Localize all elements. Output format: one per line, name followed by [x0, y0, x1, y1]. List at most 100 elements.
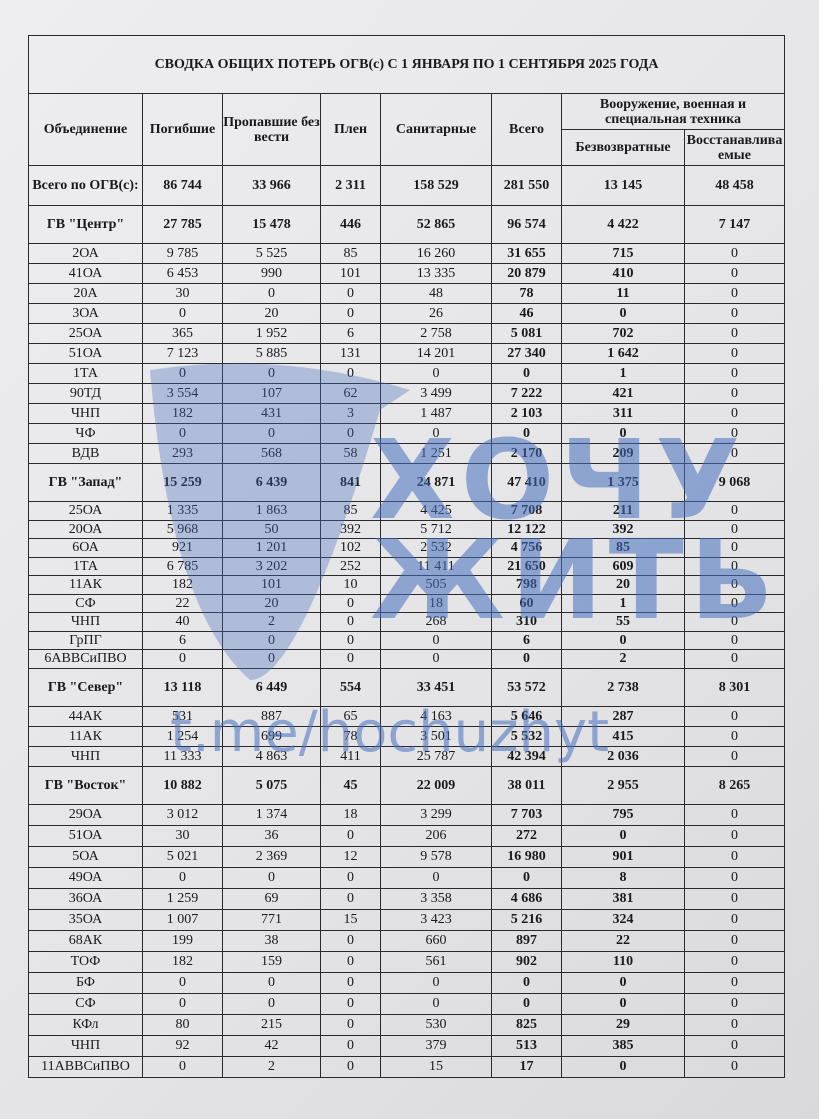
cell-missing: 0: [222, 363, 321, 384]
cell-missing: 990: [222, 263, 321, 284]
cell-killed: 3 012: [142, 803, 223, 826]
table-row: 20А 30 0 0 48 78 11 0: [28, 283, 786, 304]
cell-captured: 78: [320, 725, 381, 747]
cell-total: 5 081: [491, 323, 562, 344]
cell-irrecoverable: 211: [561, 501, 685, 521]
row-label: ВДВ: [28, 443, 143, 464]
cell-captured: 0: [320, 992, 381, 1015]
cell-killed: 6 453: [142, 263, 223, 284]
cell-missing: 159: [222, 950, 321, 973]
cell-recoverable: 0: [683, 403, 786, 424]
cell-killed: 0: [142, 1055, 223, 1078]
cell-irrecoverable: 385: [561, 1034, 685, 1057]
cell-total: 0: [491, 866, 562, 889]
cell-recoverable: 48 458: [683, 165, 786, 206]
cell-captured: 0: [320, 971, 381, 994]
cell-irrecoverable: 410: [561, 263, 685, 284]
cell-irrecoverable: 287: [561, 705, 685, 727]
cell-sanitary: 9 578: [380, 845, 492, 868]
row-label: 1ТА: [28, 556, 143, 576]
table-row: 5ОА 5 021 2 369 12 9 578 16 980 901 0: [28, 845, 786, 868]
cell-captured: 0: [320, 866, 381, 889]
cell-sanitary: 3 499: [380, 383, 492, 404]
cell-recoverable: 0: [683, 971, 786, 994]
cell-irrecoverable: 795: [561, 803, 685, 826]
cell-recoverable: 0: [683, 705, 786, 727]
cell-captured: 18: [320, 803, 381, 826]
cell-killed: 182: [142, 575, 223, 595]
table-row: 6ОА 921 1 201 102 2 532 4 756 85 0: [28, 538, 786, 558]
cell-captured: 62: [320, 383, 381, 404]
table-row: 6АВВСиПВО 0 0 0 0 0 2 0: [28, 649, 786, 669]
cell-recoverable: 0: [683, 443, 786, 464]
cell-recoverable: 0: [683, 556, 786, 576]
cell-irrecoverable: 0: [561, 423, 685, 444]
cell-killed: 15 259: [142, 463, 223, 502]
cell-missing: 5 075: [222, 765, 321, 805]
cell-captured: 0: [320, 630, 381, 650]
table-row: 25ОА 365 1 952 6 2 758 5 081 702 0: [28, 323, 786, 344]
row-label: ГВ "Запад": [28, 463, 143, 502]
cell-sanitary: 1 487: [380, 403, 492, 424]
cell-killed: 86 744: [142, 165, 223, 206]
cell-killed: 6 785: [142, 556, 223, 576]
cell-sanitary: 11 411: [380, 556, 492, 576]
cell-killed: 1 007: [142, 908, 223, 931]
table-row: БФ 0 0 0 0 0 0 0: [28, 971, 786, 994]
cell-sanitary: 16 260: [380, 243, 492, 264]
row-label: ЧНП: [28, 612, 143, 632]
cell-sanitary: 0: [380, 992, 492, 1015]
row-label: ЧФ: [28, 423, 143, 444]
cell-recoverable: 0: [683, 283, 786, 304]
row-label: 5ОА: [28, 845, 143, 868]
row-label: 3ОА: [28, 303, 143, 324]
cell-killed: 3 554: [142, 383, 223, 404]
cell-irrecoverable: 415: [561, 725, 685, 747]
cell-missing: 3 202: [222, 556, 321, 576]
cell-irrecoverable: 2 738: [561, 667, 685, 707]
cell-total: 96 574: [491, 205, 562, 244]
cell-recoverable: 0: [683, 1055, 786, 1078]
cell-missing: 699: [222, 725, 321, 747]
total-row: Всего по ОГВ(с): 86 744 33 966 2 311 158 529…: [28, 165, 786, 206]
cell-killed: 0: [142, 423, 223, 444]
cell-recoverable: 0: [683, 992, 786, 1015]
cell-killed: 30: [142, 824, 223, 847]
cell-sanitary: 52 865: [380, 205, 492, 244]
cell-total: 27 340: [491, 343, 562, 364]
cell-captured: 0: [320, 612, 381, 632]
row-label: 29ОА: [28, 803, 143, 826]
cell-sanitary: 158 529: [380, 165, 492, 206]
header-unit: Объединение: [28, 93, 143, 166]
cell-recoverable: 9 068: [683, 463, 786, 502]
cell-total: 20 879: [491, 263, 562, 284]
cell-captured: 0: [320, 649, 381, 669]
cell-missing: 2: [222, 1055, 321, 1078]
cell-killed: 1 335: [142, 501, 223, 521]
cell-captured: 0: [320, 887, 381, 910]
table-row: 11АК 182 101 10 505 798 20 0: [28, 575, 786, 595]
cell-missing: 6 449: [222, 667, 321, 707]
cell-sanitary: 25 787: [380, 745, 492, 767]
row-label: ЧНП: [28, 403, 143, 424]
cell-captured: 0: [320, 1034, 381, 1057]
cell-recoverable: 0: [683, 501, 786, 521]
cell-missing: 0: [222, 866, 321, 889]
cell-irrecoverable: 392: [561, 519, 685, 539]
cell-captured: 65: [320, 705, 381, 727]
cell-recoverable: 0: [683, 303, 786, 324]
cell-irrecoverable: 1: [561, 593, 685, 613]
cell-irrecoverable: 2 955: [561, 765, 685, 805]
cell-irrecoverable: 13 145: [561, 165, 685, 206]
cell-recoverable: 0: [683, 538, 786, 558]
row-label: 44АК: [28, 705, 143, 727]
cell-sanitary: 561: [380, 950, 492, 973]
cell-sanitary: 268: [380, 612, 492, 632]
cell-missing: 1 201: [222, 538, 321, 558]
table-row: ЧНП 92 42 0 379 513 385 0: [28, 1034, 786, 1057]
cell-captured: 45: [320, 765, 381, 805]
header-irrecoverable: Безвозвратные: [561, 129, 685, 166]
cell-killed: 182: [142, 950, 223, 973]
header-total: Всего: [491, 93, 562, 166]
table-row: СФ 22 20 0 18 60 1 0: [28, 593, 786, 613]
